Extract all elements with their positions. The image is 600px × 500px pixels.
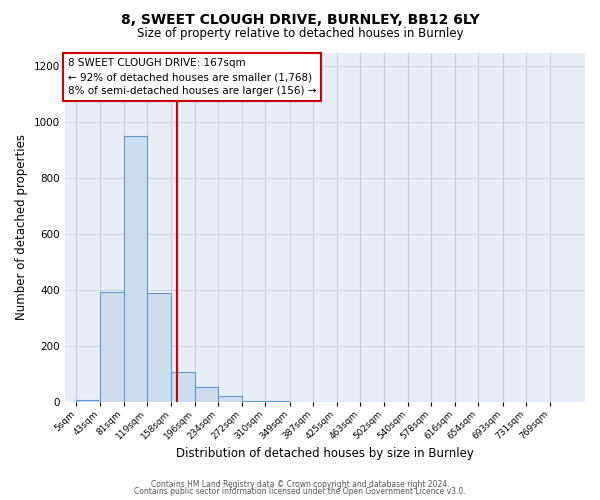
Text: Contains public sector information licensed under the Open Government Licence v3: Contains public sector information licen… xyxy=(134,487,466,496)
X-axis label: Distribution of detached houses by size in Burnley: Distribution of detached houses by size … xyxy=(176,447,474,460)
Text: Size of property relative to detached houses in Burnley: Size of property relative to detached ho… xyxy=(137,28,463,40)
Text: 8 SWEET CLOUGH DRIVE: 167sqm
← 92% of detached houses are smaller (1,768)
8% of : 8 SWEET CLOUGH DRIVE: 167sqm ← 92% of de… xyxy=(68,58,316,96)
Bar xyxy=(171,372,195,402)
Bar xyxy=(100,292,124,403)
Bar xyxy=(76,400,100,402)
Text: 8, SWEET CLOUGH DRIVE, BURNLEY, BB12 6LY: 8, SWEET CLOUGH DRIVE, BURNLEY, BB12 6LY xyxy=(121,12,479,26)
Text: Contains HM Land Registry data © Crown copyright and database right 2024.: Contains HM Land Registry data © Crown c… xyxy=(151,480,449,489)
Bar xyxy=(124,136,147,402)
Bar xyxy=(218,396,242,402)
Bar xyxy=(265,401,289,402)
Bar xyxy=(147,293,170,403)
Bar xyxy=(195,387,218,402)
Y-axis label: Number of detached properties: Number of detached properties xyxy=(15,134,28,320)
Bar xyxy=(242,401,265,402)
